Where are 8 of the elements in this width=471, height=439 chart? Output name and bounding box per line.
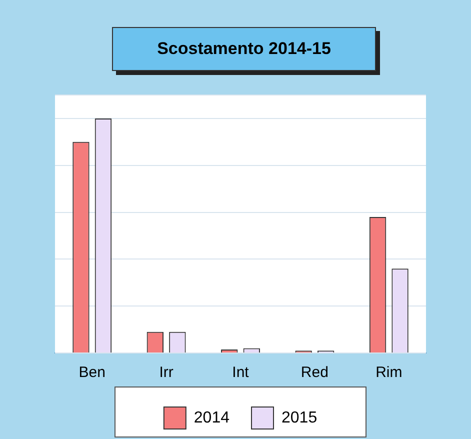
x-tick-label: Ben <box>78 364 106 382</box>
x-tick-label: Int <box>232 364 250 382</box>
x-tick-label: Rim <box>376 364 402 382</box>
legend-label: 2015 <box>282 409 318 426</box>
legend-label: 2014 <box>194 409 230 426</box>
x-tick-label: Irr <box>159 364 174 382</box>
chart-title: Scostamento 2014-15 <box>112 27 376 71</box>
x-tick-label: Red <box>300 364 328 382</box>
